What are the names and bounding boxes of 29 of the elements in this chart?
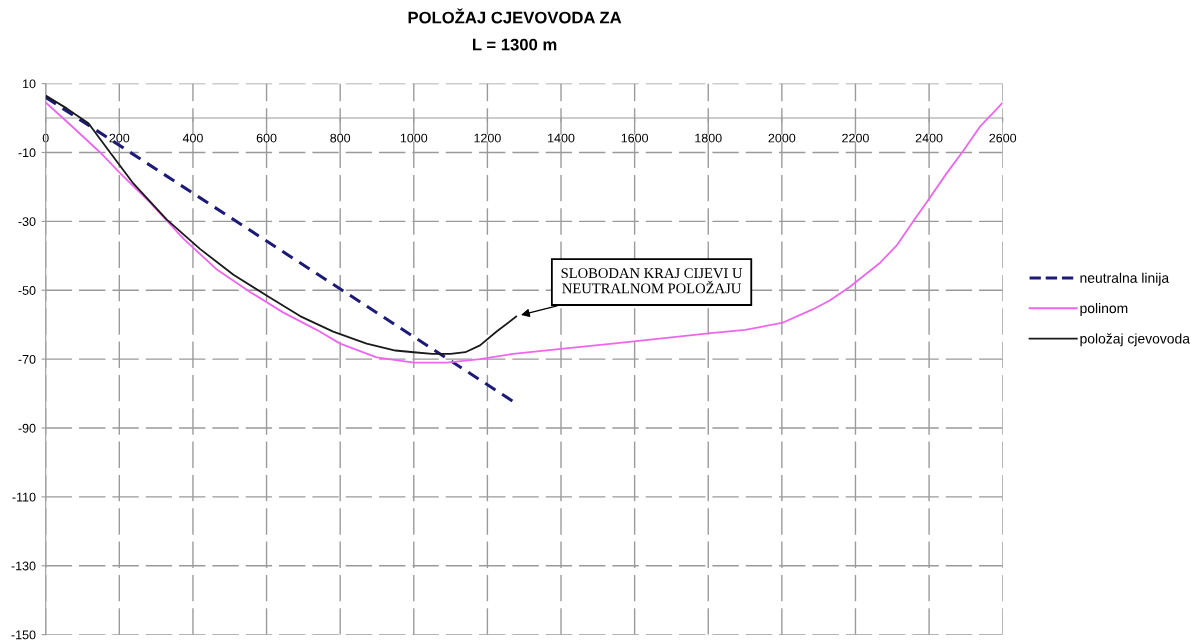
chart-title: POLOŽAJ CJEVOVODA ZA [408, 8, 622, 24]
chart-subtitle: L = 1300 m [472, 38, 557, 51]
x-tick-label: 1600 [621, 133, 649, 143]
x-tick-label: 600 [256, 133, 277, 143]
y-tick-label: -10 [18, 148, 36, 158]
x-tick-label: 2200 [842, 133, 869, 143]
y-tick-label: -90 [18, 423, 36, 433]
x-tick-label: 2000 [768, 133, 796, 143]
x-tick-label: 1200 [474, 133, 501, 143]
legend-label: neutralna linija [1080, 272, 1170, 286]
x-tick-label: 2400 [915, 133, 943, 143]
y-tick-label: -130 [11, 561, 36, 571]
x-tick-label: 200 [109, 133, 130, 143]
y-tick-label: -110 [12, 492, 36, 502]
x-tick-label: 1400 [548, 133, 575, 143]
x-tick-label: 800 [330, 133, 351, 143]
legend-label: položaj cjevovoda [1080, 333, 1190, 347]
x-tick-label: 1000 [400, 133, 428, 143]
y-tick-label: 10 [23, 79, 36, 89]
legend-label: polinom [1080, 303, 1128, 316]
y-tick-label: -50 [18, 286, 36, 295]
x-tick-label: 400 [182, 133, 203, 143]
x-tick-label: 0 [42, 133, 49, 143]
y-tick-label: -70 [18, 354, 36, 364]
x-tick-label: 1800 [695, 133, 722, 143]
y-tick-label: -150 [11, 630, 36, 640]
annotation: SLOBODAN KRAJ CIJEVI U NEUTRALNOM POLOŽAJU [561, 268, 743, 294]
y-tick-label: -30 [18, 217, 36, 227]
x-tick-label: 2600 [989, 133, 1017, 143]
